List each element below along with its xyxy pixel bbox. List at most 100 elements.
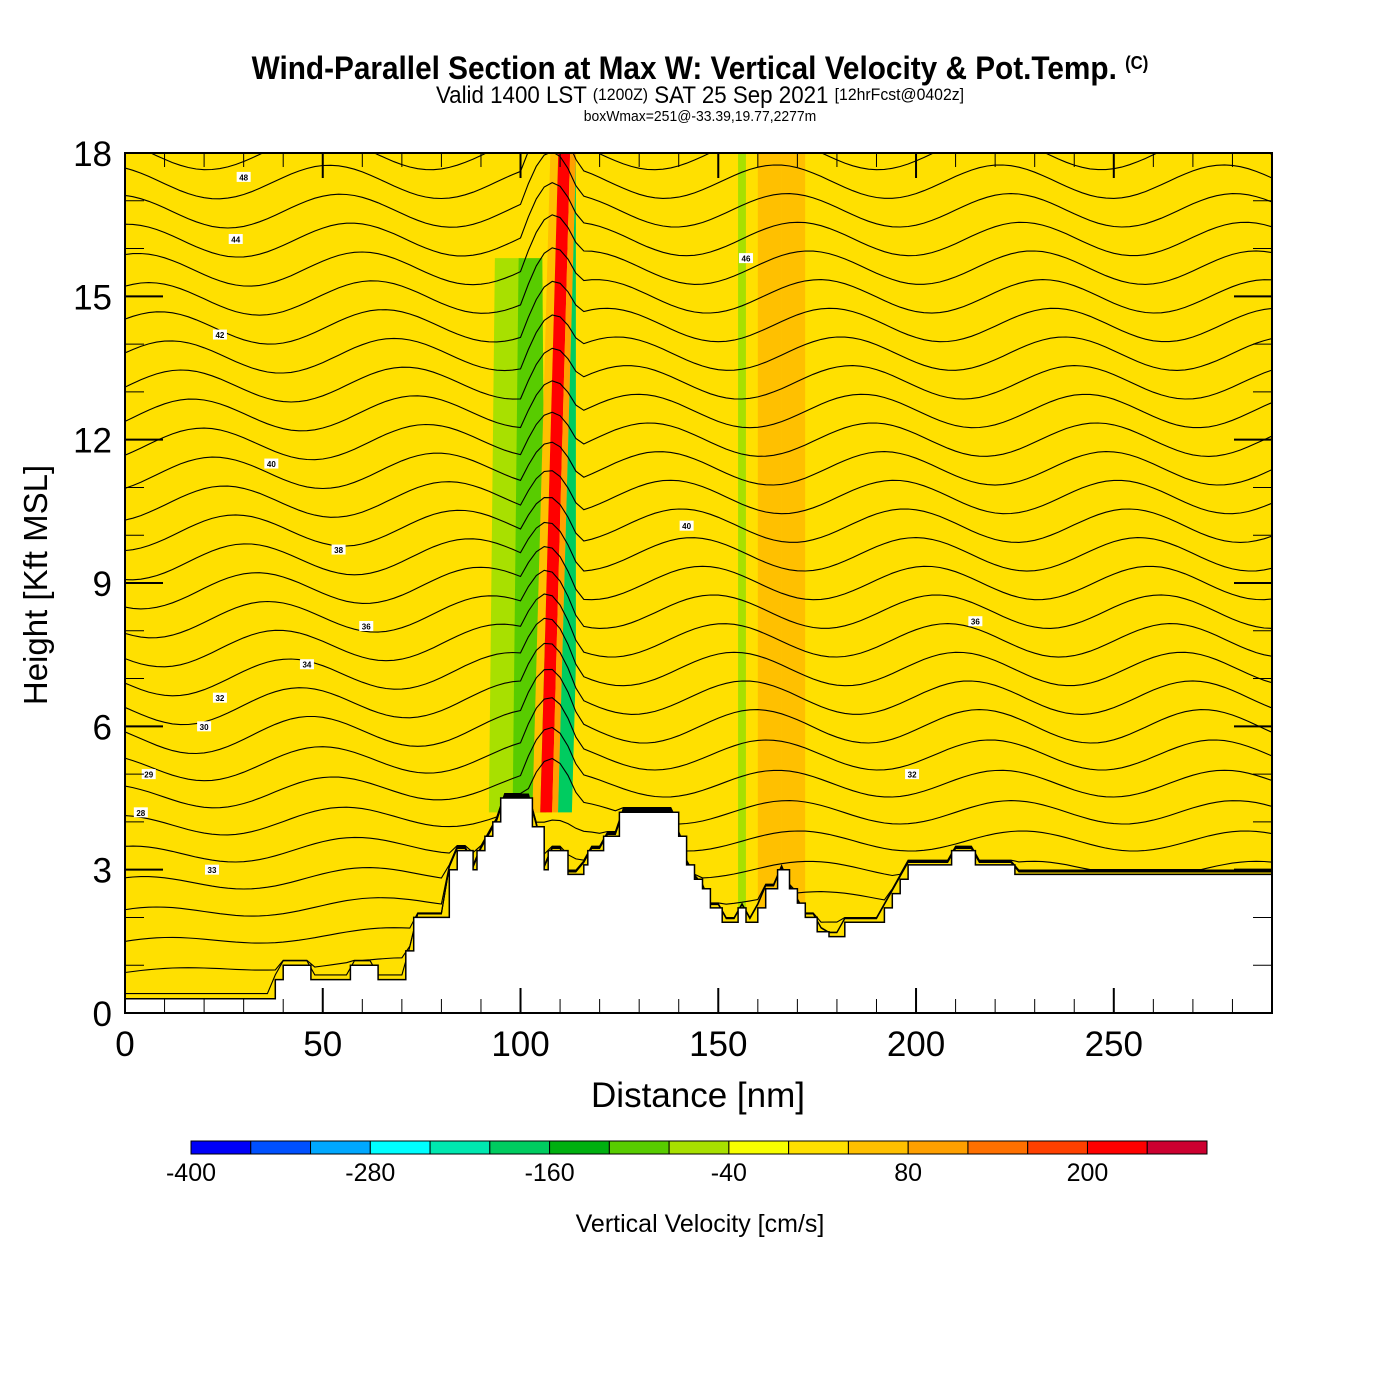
theta-contour-line [125,793,1272,863]
x-tick-label: 0 [115,1025,134,1064]
theta-contour-label: 28 [133,807,148,818]
colorbar-segment [190,1140,252,1155]
contour-label-box [197,721,212,732]
contour-label-box [738,253,753,264]
field-band [1078,153,1122,1013]
theta-contour-line [125,214,1272,287]
contour-label-box [968,616,983,627]
forecast-info: [12hrFcst@0402z] [834,85,965,104]
theta-contour-line [125,697,1272,782]
terrain-mask [124,797,1273,1014]
field-band [706,153,739,1013]
colorbar-segment [967,1140,1029,1155]
y-tick-label: 9 [93,565,112,604]
colorbar-segment [1027,1140,1088,1155]
colorbar-tick-label: -400 [166,1159,216,1187]
contour-label-text: 38 [334,546,343,555]
field-band [540,153,571,813]
theta-contour-line [125,521,1272,581]
field-band [643,153,679,1013]
contour-label-box [236,171,251,182]
theta-contour-line [125,280,1272,345]
contour-label-text: 32 [215,694,224,703]
y-tick-label: 3 [93,852,112,891]
x-tick-label: 100 [491,1025,549,1064]
contour-label-text: 46 [742,255,751,264]
colorbar-tick-label: -280 [345,1159,395,1187]
colorbar-segment [728,1140,790,1155]
copyright-mark: (C) [1125,53,1149,73]
theta-contour-line [125,757,1272,836]
terrain [124,797,1273,1014]
theta-contour-line [125,794,1272,890]
y-tick-label: 12 [73,422,112,461]
contour-label-text: 29 [144,771,153,780]
theta-contour-line [125,380,1272,432]
contour-label-text: 32 [908,771,917,780]
colorbar-segment [489,1140,551,1155]
contour-label-text: 30 [200,723,209,732]
colorbar-label: Vertical Velocity [cm/s] [576,1210,825,1238]
theta-contour-label: 29 [141,769,156,780]
colorbar-tick-label: -160 [525,1159,575,1187]
colorbar: -400 -280 -160 -40 80 200 [166,1140,1208,1187]
contour-label-box [228,234,243,244]
field-band [1153,153,1197,1013]
field-band [931,153,964,1013]
theta-contour-label: 44 [228,234,243,245]
colorbar-segment [668,1140,730,1155]
theta-contour-line [125,617,1272,697]
theta-contour-line [125,569,1272,639]
contour-label-box [679,520,694,531]
theta-contour-label: 33 [205,864,220,875]
contour-label-text: 44 [231,236,240,245]
field-band [243,153,276,1013]
x-tick-label: 150 [689,1025,747,1064]
theta-contour-label: 36 [968,616,983,627]
x-tick-label: 200 [887,1025,945,1064]
theta-contour-label: 32 [212,692,227,703]
field-band [330,153,371,1013]
contour-label-box [205,864,220,875]
field-band [781,153,806,1013]
theta-contour-line [125,347,1272,403]
y-tick-label: 18 [73,135,112,174]
contour-label-text: 48 [239,173,248,182]
field-band [370,153,422,1013]
colorbar-segment [847,1140,909,1155]
contour-label-text: 36 [971,618,980,627]
field-band [302,153,331,1013]
field-band [757,153,782,1013]
theta-contour-label: 40 [679,520,694,531]
theta-contour-label: 32 [905,769,920,780]
contour-label-text: 40 [267,460,276,469]
theta-contour-label: 42 [212,329,227,340]
contour-label-text: 42 [215,331,224,340]
x-axis-label: Distance [nm] [591,1076,805,1115]
chart-title: Wind-Parallel Section at Max W: Vertical… [49,50,1351,87]
colorbar-segment [549,1140,610,1155]
theta-contour-line [149,153,1272,171]
contour-label-box [905,769,920,780]
contour-label-box [299,659,314,670]
colorbar-tick-label: 200 [1067,1159,1109,1187]
y-axis-label: Height [Kft MSL] [17,465,54,705]
theta-contour-label: 36 [359,621,374,632]
chart-title-text: Wind-Parallel Section at Max W: Vertical… [251,50,1117,86]
valid-utc-time: (1200Z) [592,85,649,104]
theta-contour-line [125,668,1272,755]
x-tick-label: 250 [1085,1025,1143,1064]
field-band [275,153,303,1013]
theta-contour-line [125,470,1272,521]
field-band [995,153,1043,1013]
theta-contour-label: 48 [236,171,251,182]
theta-contour-label: 38 [331,544,346,555]
field-band [1121,153,1154,1013]
field-band [829,153,861,1013]
valid-time-line: Valid 1400 LST (1200Z) SAT 25 Sep 2021 [… [49,82,1351,110]
contour-label-box [212,329,227,340]
field-band [204,153,244,1013]
theta-contour-label: 34 [299,659,314,670]
